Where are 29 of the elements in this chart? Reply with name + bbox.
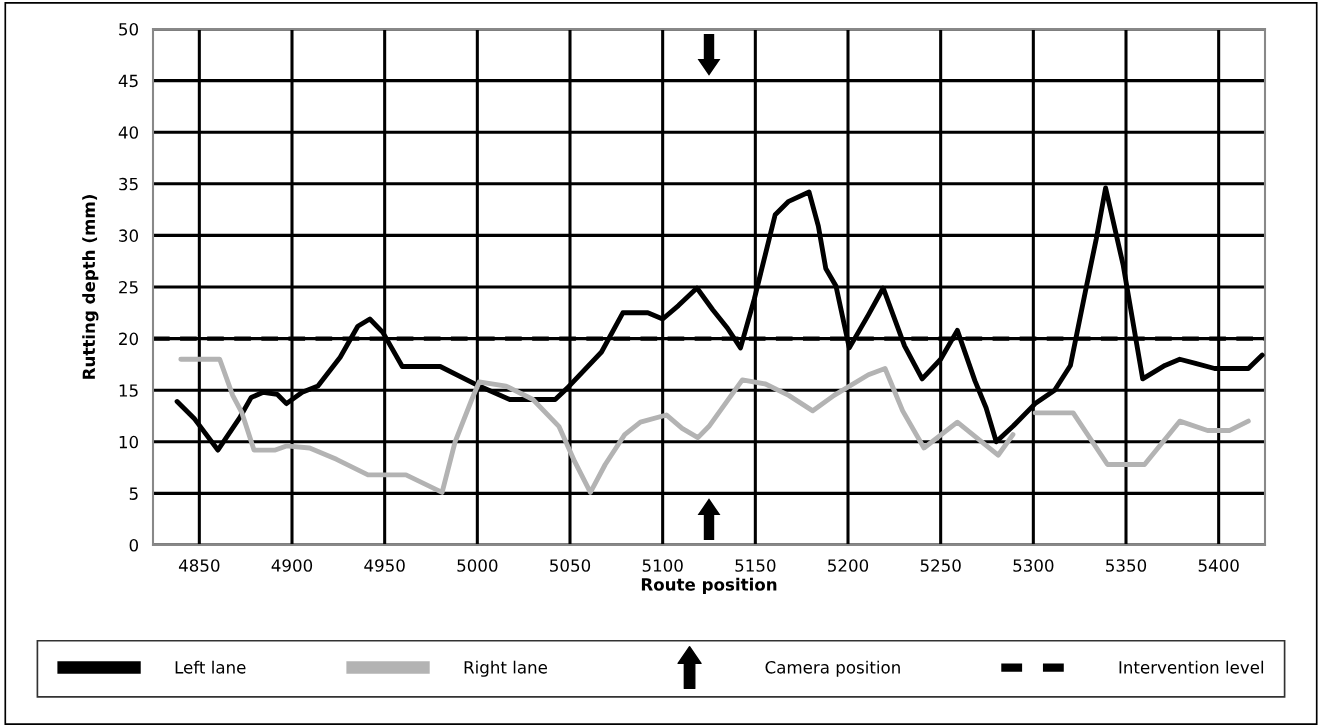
y-tick-label: 0 (129, 538, 138, 552)
y-tick-label: 40 (118, 126, 138, 139)
y-tick-label: 50 (119, 22, 138, 36)
y-tick-label: 35 (119, 177, 138, 191)
x-tick-label: 4950 (364, 559, 405, 572)
y-tick-label: 30 (119, 229, 138, 242)
x-tick-label: 5100 (642, 559, 683, 572)
y-tick-label: 20 (119, 332, 138, 346)
text: Camera position (765, 660, 900, 677)
x-tick-label: 5250 (920, 559, 961, 572)
y-tick-label: 10 (119, 435, 138, 449)
y-tick-label: 15 (119, 384, 138, 397)
x-tick-label: 5300 (1013, 559, 1054, 572)
x-tick-label: 5400 (1198, 559, 1239, 572)
y-tick-label: 5 (129, 487, 138, 500)
x-tick-label: 5200 (828, 559, 869, 572)
x-tick-label: 4900 (271, 559, 313, 572)
x-tick-label: 5350 (1106, 559, 1147, 572)
legend-label: Left lane (175, 660, 246, 674)
x-tick-label: 5000 (457, 559, 498, 572)
y-tick-label: 25 (119, 280, 138, 294)
y-tick-label: 45 (118, 74, 138, 88)
legend-label: Intervention level (1119, 660, 1264, 674)
x-tick-label: 5050 (550, 559, 591, 572)
y-axis-title: Rutting depth (mm) (82, 195, 99, 379)
legend-label: Right lane (464, 660, 548, 677)
x-tick-label: 5150 (735, 559, 776, 572)
x-axis-title: Route position (641, 577, 777, 594)
x-tick-label: 4850 (178, 559, 220, 572)
